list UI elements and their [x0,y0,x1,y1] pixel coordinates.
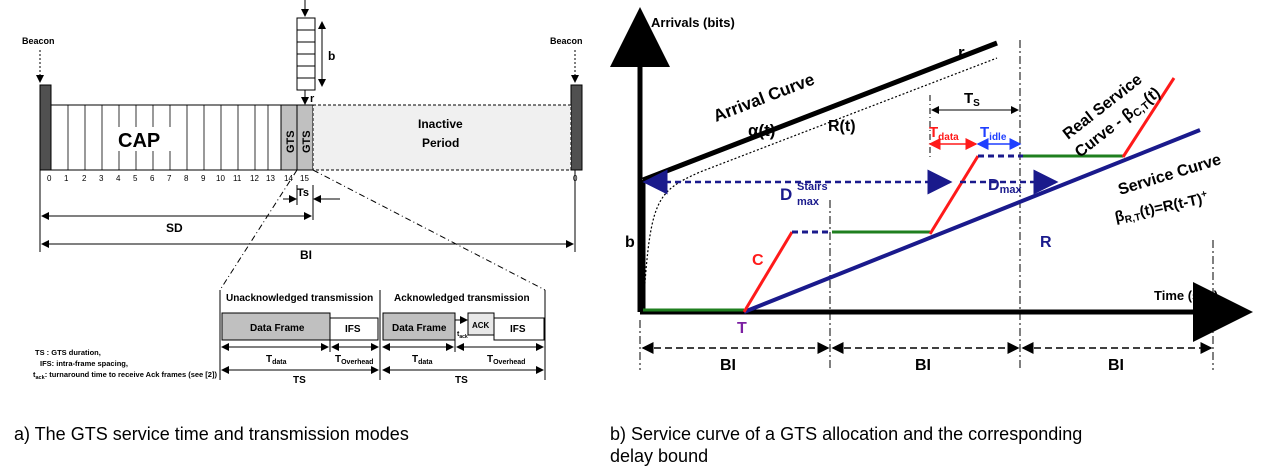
legend-line-1: TS : GTS duration, [35,348,101,357]
ts-bottom-left: TS [293,375,306,386]
rt-curve [642,57,998,313]
r-label: r [958,43,965,62]
ts-right-label: TS [964,90,980,109]
sd-label: SD [166,221,183,235]
ts-label: Ts [297,187,309,199]
R-label: R [1040,234,1052,251]
dmax-stairs-sub: max [797,196,820,208]
legend-line-2: IFS: intra-frame spacing, [40,359,128,368]
inactive-period [312,104,572,171]
ifs-box-unack [329,317,379,341]
cap-label: CAP [118,130,160,152]
bi-label-3: BI [1108,357,1124,374]
svg-text:3: 3 [99,174,104,183]
gts-label-1: GTS [285,130,297,153]
svg-text:14: 14 [284,174,293,183]
tdata-label: Tdata [929,124,959,143]
svg-text:12: 12 [250,174,259,183]
tdata-right: Tdata [412,354,433,366]
data-frame-label-1: Data Frame [250,323,305,334]
rt-label: R(t) [828,118,856,135]
svg-text:0: 0 [47,174,52,183]
bi-label-2: BI [915,357,931,374]
beacon-bar-left [39,84,52,171]
svg-text:2: 2 [82,174,87,183]
slot-numbers: 0 1 2 3 4 5 6 7 8 9 10 11 12 13 14 15 0 [47,174,578,183]
b-label: b [625,234,635,251]
svg-text:1: 1 [64,174,69,183]
caption-b-line-1: b) Service curve of a GTS allocation and… [610,424,1083,444]
ack-label: ACK [472,321,490,330]
cap-region [50,104,282,171]
tdata-left: Tdata [266,354,287,366]
bi-label-left: BI [300,248,312,262]
queue-b-label: b [328,49,335,63]
legend-line-3: tack: turnaround time to receive Ack fra… [33,370,217,381]
queue-r-label: r [310,93,315,105]
T-label: T [737,320,747,337]
unack-title: Unacknowledged transmission [226,293,373,304]
svg-text:13: 13 [266,174,275,183]
ifs-label-1: IFS [345,324,361,335]
y-axis-label: Arrivals (bits) [651,15,735,30]
svg-text:4: 4 [116,174,121,183]
beacon-left-label: Beacon [22,36,55,46]
svg-text:9: 9 [201,174,206,183]
ifs-label-2: IFS [510,324,526,335]
svg-text:8: 8 [184,174,189,183]
tack-label: tack [457,331,468,340]
caption-b-line-2: delay bound [610,446,709,466]
ack-title: Acknowledged transmission [394,293,530,304]
superframe-diagram: Beacon Beacon CAP GTS GTS Inactive Perio… [22,0,583,386]
arrival-curve [642,40,998,183]
svg-text:15: 15 [300,174,309,183]
data-frame-label-2: Data Frame [392,323,447,334]
tidle-label: Tidle [980,124,1007,143]
service-curve [743,128,1201,314]
c-label: C [752,252,764,269]
toverhead-right: TOverhead [487,354,525,366]
beacon-right-label: Beacon [550,36,583,46]
gts-label-2: GTS [301,130,313,153]
dmax-label: Dmax [988,177,1022,196]
toverhead-left: TOverhead [335,354,373,366]
svg-text:10: 10 [216,174,225,183]
caption-a: a) The GTS service time and transmission… [14,424,409,444]
inactive-label-2: Period [422,136,459,150]
alpha-label: α(t) [748,121,775,140]
bi-label-1: BI [720,357,736,374]
inactive-label-1: Inactive [418,117,463,131]
ifs-box-ack [493,317,545,341]
service-curve-chart: Arrivals (bits) Time (sec) b Arrival Cur… [610,7,1253,374]
x-axis-label: Time (sec) [1154,288,1218,303]
ts-bottom-right: TS [455,375,468,386]
svg-text:11: 11 [233,174,242,183]
data-frame-ack [382,312,456,341]
real-service-curve [643,77,1176,313]
dmax-stairs-label: D [780,185,792,204]
beacon-bar-right [570,84,583,171]
data-frame-unack [221,312,331,341]
svg-text:6: 6 [150,174,155,183]
svg-text:5: 5 [133,174,138,183]
svg-text:7: 7 [167,174,172,183]
dmax-stairs-sup: Stairs [797,181,828,193]
